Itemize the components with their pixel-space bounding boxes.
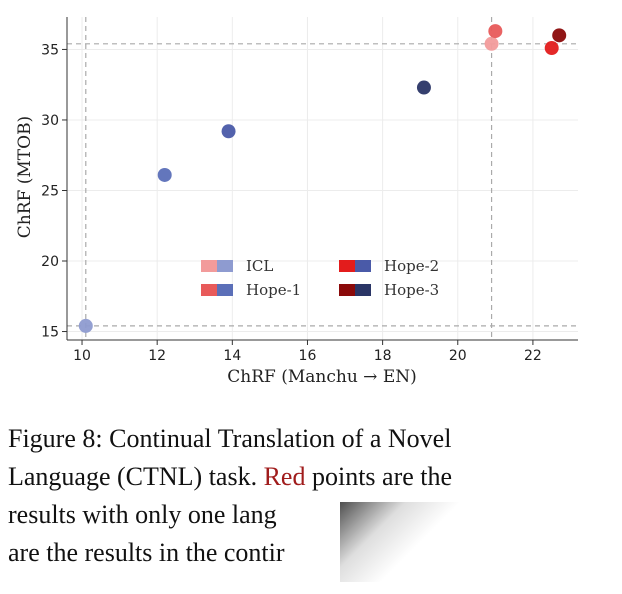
tick-labels: 10 12 14 16 18 20 22 15 20 25 30 35 [41, 42, 542, 364]
data-point-hope-1 [157, 167, 172, 182]
caption-line-4: are the results in the contir [8, 538, 285, 567]
x-tick-label: 12 [148, 348, 166, 364]
legend-label: ICL [246, 257, 273, 275]
legend: ICL Hope-2 Hope-1 Hope-3 [201, 257, 439, 299]
legend-swatch-red [201, 260, 217, 272]
legend-swatch-red [339, 284, 355, 296]
y-axis-label: ChRF (MTOB) [15, 116, 35, 238]
caption-red-word: Red [263, 462, 306, 491]
obscured-region [340, 502, 480, 582]
figure-caption: Figure 8: Continual Translation of a Nov… [8, 420, 588, 572]
x-tick-label: 16 [299, 348, 317, 364]
legend-swatch-blue [355, 260, 371, 272]
data-point-hope-3 [552, 28, 567, 43]
legend-swatch-blue [217, 284, 233, 296]
caption-line-2: Language (CTNL) task. Red points are the [8, 458, 588, 496]
data-point-icl [484, 36, 499, 51]
legend-swatch-blue [217, 260, 233, 272]
data-point-hope-2 [221, 124, 236, 139]
x-tick-label: 10 [73, 348, 91, 364]
y-tick-label: 20 [41, 254, 59, 270]
data-point-icl [78, 318, 93, 333]
grid [67, 17, 578, 340]
legend-swatch-red [201, 284, 217, 296]
data-point-hope-2 [544, 41, 559, 56]
data-points [78, 24, 567, 333]
x-tick-label: 20 [449, 348, 467, 364]
caption-line-1: Figure 8: Continual Translation of a Nov… [8, 424, 452, 453]
caption-line-3: results with only one lang [8, 500, 277, 529]
legend-label: Hope-2 [384, 257, 439, 275]
axes [62, 17, 578, 345]
data-point-hope-3 [416, 80, 431, 95]
y-tick-label: 15 [41, 325, 59, 341]
x-axis-label: ChRF (Manchu → EN) [227, 367, 416, 387]
reference-lines [67, 17, 578, 340]
x-tick-label: 18 [374, 348, 392, 364]
caption-line-2-start: Language (CTNL) task. [8, 462, 264, 491]
legend-swatch-red [339, 260, 355, 272]
x-tick-label: 22 [524, 348, 542, 364]
caption-line-2-end: points are the [305, 462, 453, 491]
y-tick-label: 35 [41, 42, 59, 58]
data-point-hope-1 [488, 24, 503, 39]
legend-label: Hope-1 [246, 281, 301, 299]
legend-swatch-blue [355, 284, 371, 296]
legend-label: Hope-3 [384, 281, 439, 299]
y-tick-label: 30 [41, 113, 59, 129]
scatter-chart: 10 12 14 16 18 20 22 15 20 25 30 35 ICL Hope-2 Hope-1… [15, 17, 578, 387]
x-tick-label: 14 [223, 348, 241, 364]
y-tick-label: 25 [41, 183, 59, 199]
